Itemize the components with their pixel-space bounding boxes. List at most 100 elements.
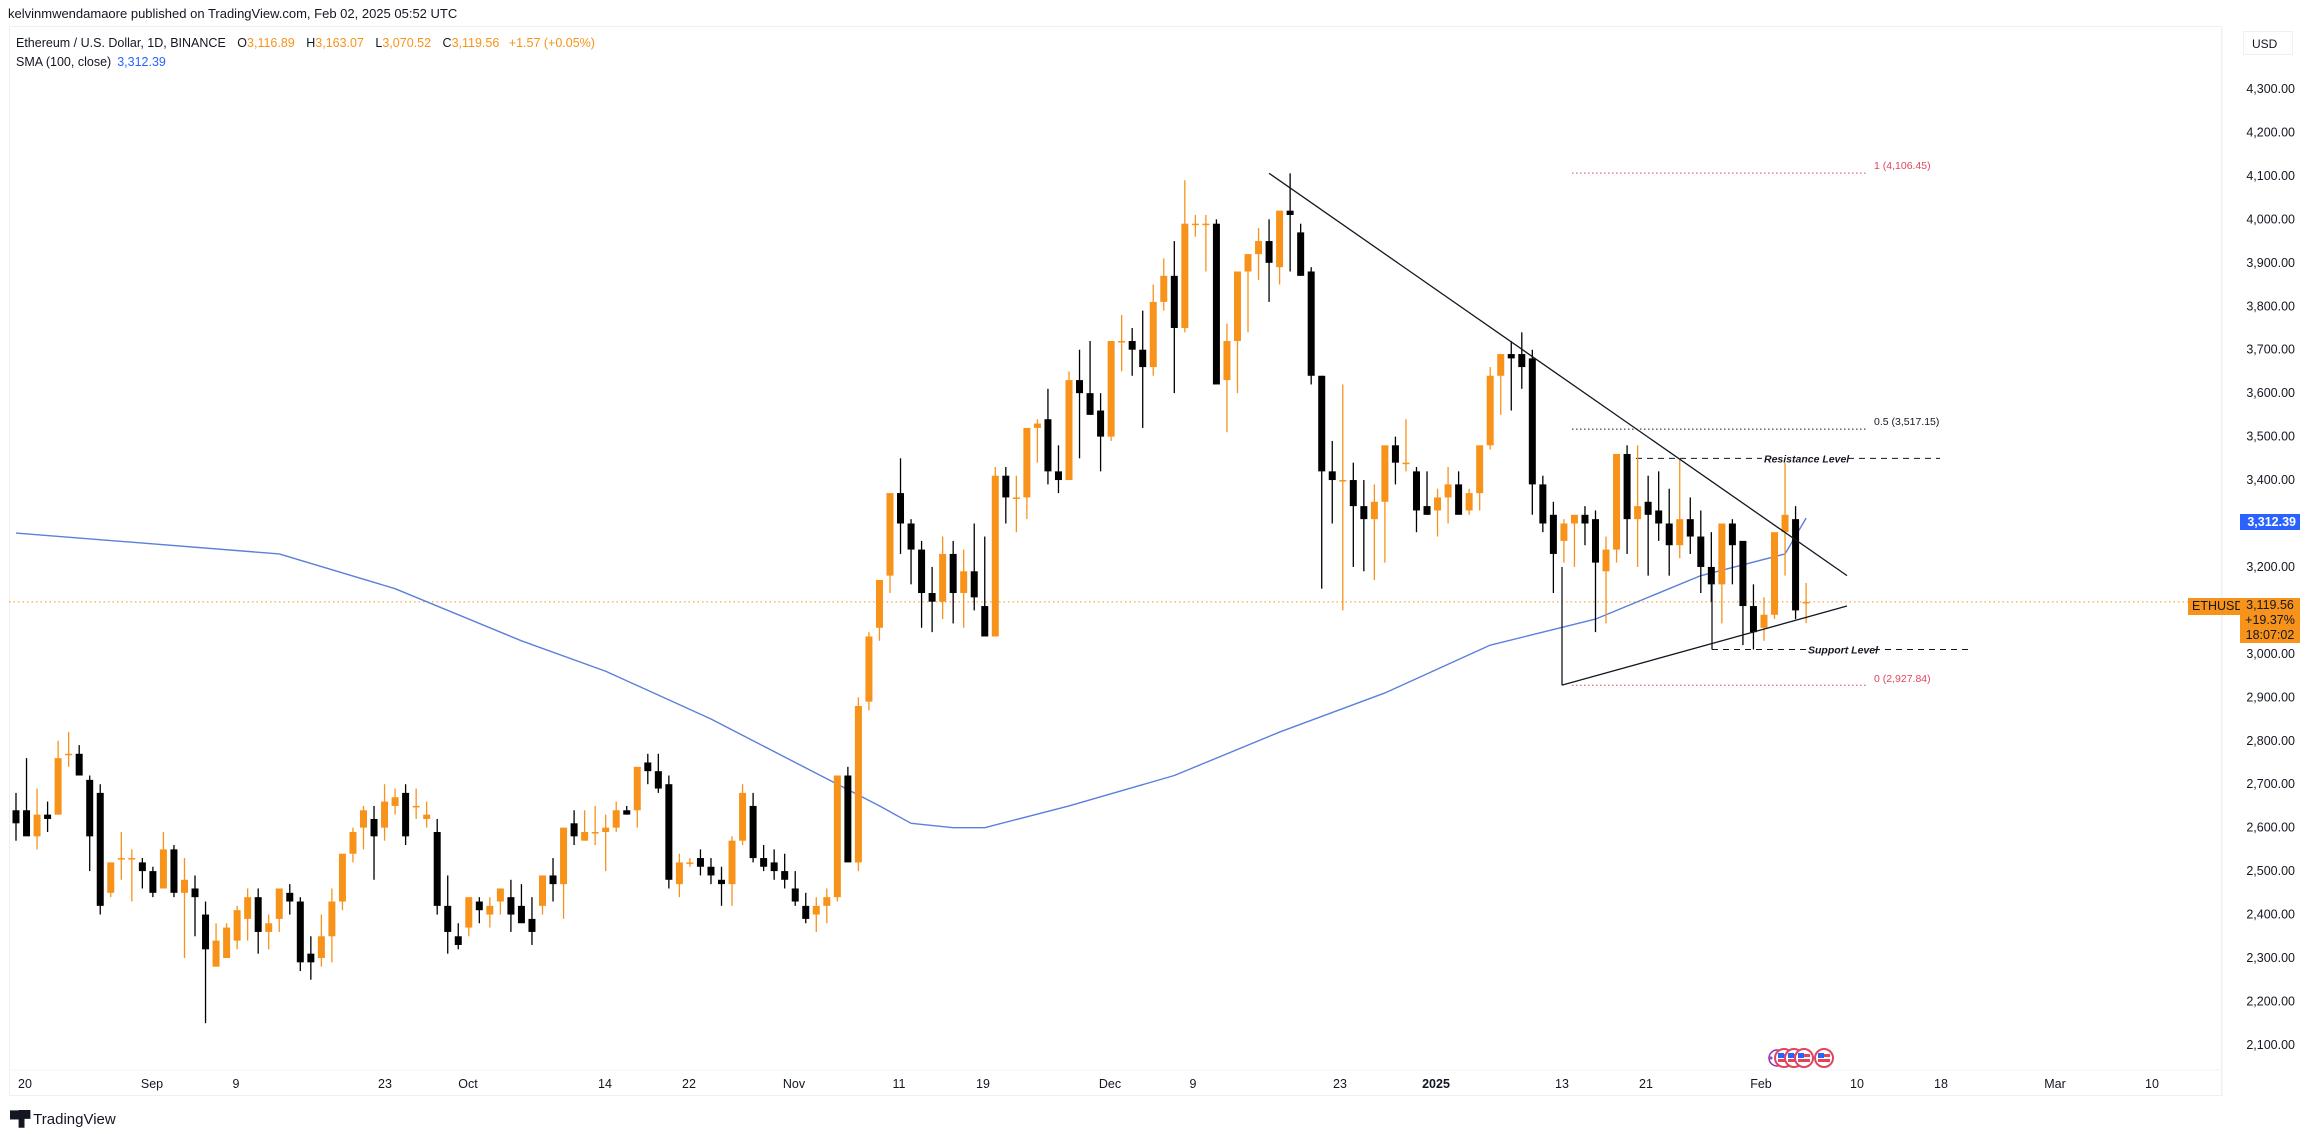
candle-body[interactable] <box>317 936 325 958</box>
candle-body[interactable] <box>991 475 999 637</box>
candle-body[interactable] <box>1023 427 1031 498</box>
candle-body[interactable] <box>1370 501 1378 520</box>
candle-body[interactable] <box>1665 523 1673 546</box>
candle-body[interactable] <box>475 901 483 911</box>
candle-body[interactable] <box>612 810 620 828</box>
candle-body[interactable] <box>180 879 188 893</box>
candle-body[interactable] <box>1697 536 1705 567</box>
candle-body[interactable] <box>1760 614 1768 628</box>
candle-body[interactable] <box>1065 380 1073 481</box>
candle-body[interactable] <box>1118 341 1126 343</box>
candle-body[interactable] <box>1339 480 1347 482</box>
candle-body[interactable] <box>823 897 831 906</box>
candle-body[interactable] <box>960 571 968 594</box>
candle-body[interactable] <box>1128 341 1136 350</box>
candle-body[interactable] <box>1139 349 1147 368</box>
candle-body[interactable] <box>138 862 146 872</box>
candle-body[interactable] <box>886 493 894 576</box>
candle-body[interactable] <box>454 936 462 945</box>
candle-body[interactable] <box>465 897 473 928</box>
candle-body[interactable] <box>33 814 41 837</box>
us-flag-event-icons[interactable] <box>1763 1047 1835 1069</box>
candle-body[interactable] <box>1212 223 1220 385</box>
candle-body[interactable] <box>1560 523 1568 541</box>
candle-body[interactable] <box>1518 354 1526 368</box>
candle-body[interactable] <box>1012 497 1020 499</box>
candle-body[interactable] <box>591 831 599 834</box>
candle-body[interactable] <box>423 814 431 819</box>
candle-body[interactable] <box>1054 471 1062 481</box>
candle-body[interactable] <box>1686 519 1694 537</box>
candle-body[interactable] <box>1223 341 1231 381</box>
candle-body[interactable] <box>328 901 336 937</box>
candle-body[interactable] <box>433 831 441 906</box>
candle-body[interactable] <box>581 831 589 841</box>
candle-body[interactable] <box>223 927 231 958</box>
candle-body[interactable] <box>1086 393 1094 415</box>
candle-body[interactable] <box>159 849 167 889</box>
candle-body[interactable] <box>1486 375 1494 446</box>
candle-body[interactable] <box>1749 606 1757 633</box>
economic-events[interactable] <box>1763 1047 1835 1069</box>
candle-body[interactable] <box>1634 506 1642 520</box>
candle-body[interactable] <box>517 905 525 924</box>
candle-body[interactable] <box>1728 523 1736 546</box>
candle-body[interactable] <box>644 762 652 772</box>
candle-body[interactable] <box>286 892 294 902</box>
candle-body[interactable] <box>507 897 515 915</box>
candle-body[interactable] <box>1097 410 1105 437</box>
candle-body[interactable] <box>1476 445 1484 494</box>
candle-body[interactable] <box>117 858 125 860</box>
candle-body[interactable] <box>696 858 704 867</box>
candle-body[interactable] <box>854 705 862 863</box>
candle-body[interactable] <box>107 862 115 893</box>
candle-body[interactable] <box>1349 480 1357 507</box>
candle-body[interactable] <box>1412 471 1420 511</box>
candle-body[interactable] <box>1549 514 1557 554</box>
candle-body[interactable] <box>1718 523 1726 585</box>
candle-body[interactable] <box>1265 241 1273 263</box>
candle-body[interactable] <box>381 801 389 828</box>
candle-body[interactable] <box>739 792 747 841</box>
candle-body[interactable] <box>1423 506 1431 515</box>
candle-body[interactable] <box>1107 341 1115 437</box>
candle-body[interactable] <box>244 897 252 919</box>
candle-body[interactable] <box>928 593 936 602</box>
candle-body[interactable] <box>728 840 736 885</box>
candle-body[interactable] <box>307 953 315 963</box>
candle-body[interactable] <box>1434 497 1442 511</box>
candle-body[interactable] <box>65 753 73 756</box>
candle-body[interactable] <box>1033 423 1041 428</box>
candle-body[interactable] <box>1255 241 1263 255</box>
candle-body[interactable] <box>875 579 883 628</box>
candle-body[interactable] <box>1455 484 1463 515</box>
candle-body[interactable] <box>1170 275 1178 328</box>
candle-body[interactable] <box>1402 462 1410 465</box>
candle-body[interactable] <box>359 810 367 828</box>
candle-body[interactable] <box>1191 223 1199 226</box>
candle-body[interactable] <box>1307 271 1315 376</box>
candle-body[interactable] <box>907 523 915 550</box>
candle-body[interactable] <box>265 923 273 932</box>
candle-body[interactable] <box>1507 354 1515 359</box>
candle-body[interactable] <box>96 792 104 906</box>
candle-body[interactable] <box>781 871 789 880</box>
candle-body[interactable] <box>802 905 810 919</box>
candle-body[interactable] <box>1771 532 1779 615</box>
candle-body[interactable] <box>1286 210 1294 216</box>
candle-body[interactable] <box>44 814 52 819</box>
candle-body[interactable] <box>1297 232 1305 276</box>
candle-body[interactable] <box>23 810 31 837</box>
candle-body[interactable] <box>75 753 83 776</box>
candle-body[interactable] <box>486 905 494 915</box>
candle-body[interactable] <box>1707 566 1715 585</box>
candle-body[interactable] <box>602 827 610 832</box>
candle-body[interactable] <box>844 775 852 863</box>
candle-body[interactable] <box>202 914 210 950</box>
candle-body[interactable] <box>54 758 62 815</box>
candle-body[interactable] <box>1465 493 1473 511</box>
candle-body[interactable] <box>1497 354 1505 376</box>
candle-body[interactable] <box>1592 519 1599 563</box>
candle-body[interactable] <box>981 606 989 637</box>
